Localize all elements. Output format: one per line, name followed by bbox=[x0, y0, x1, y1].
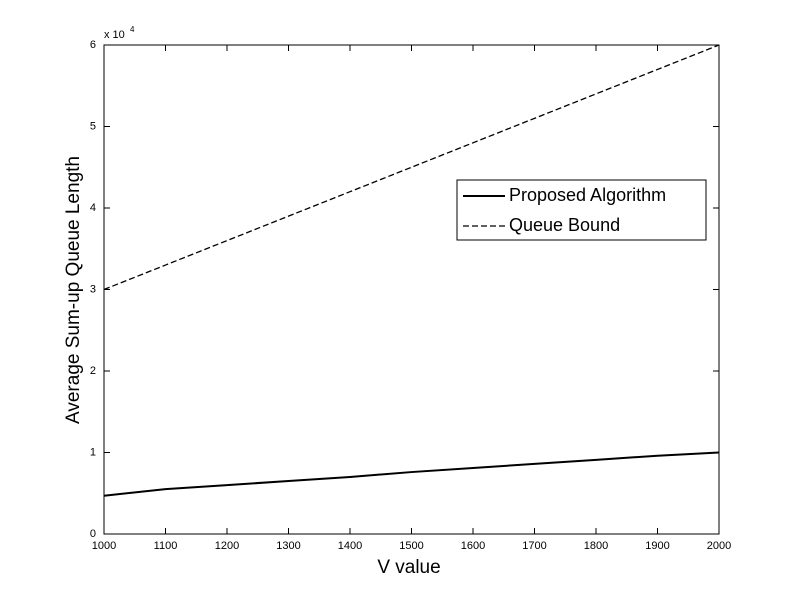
y-tick-label: 5 bbox=[90, 120, 96, 132]
x-tick-label: 1100 bbox=[154, 540, 178, 552]
x-tick-label: 1900 bbox=[645, 540, 669, 552]
x-tick-label: 1300 bbox=[276, 540, 300, 552]
legend-label: Queue Bound bbox=[509, 215, 620, 235]
x-tick-label: 1500 bbox=[399, 540, 423, 552]
legend-label: Proposed Algorithm bbox=[509, 185, 666, 205]
x-tick-label: 1800 bbox=[584, 540, 608, 552]
y-axis-label: Average Sum-up Queue Length bbox=[63, 156, 84, 424]
x-axis-label: V value bbox=[377, 557, 440, 578]
x-tick-label: 1000 bbox=[92, 540, 116, 552]
y-tick-label: 6 bbox=[90, 39, 96, 51]
y-multiplier: x 10 bbox=[104, 29, 125, 41]
line-series bbox=[103, 44, 720, 291]
x-tick-label: 2000 bbox=[707, 540, 731, 552]
plot-frame bbox=[103, 44, 720, 535]
y-tick-label: 3 bbox=[90, 283, 96, 295]
x-tick-label: 1700 bbox=[522, 540, 546, 552]
line-series bbox=[103, 451, 720, 497]
x-tick-label: 1600 bbox=[461, 540, 485, 552]
legend-box bbox=[456, 179, 707, 241]
y-tick-label: 1 bbox=[90, 446, 96, 458]
y-multiplier-exponent: 4 bbox=[130, 25, 135, 34]
y-tick-label: 4 bbox=[90, 202, 96, 214]
x-tick-label: 1200 bbox=[215, 540, 239, 552]
y-tick-label: 0 bbox=[90, 528, 96, 540]
y-tick-label: 2 bbox=[90, 365, 96, 377]
x-tick-label: 1400 bbox=[338, 540, 362, 552]
